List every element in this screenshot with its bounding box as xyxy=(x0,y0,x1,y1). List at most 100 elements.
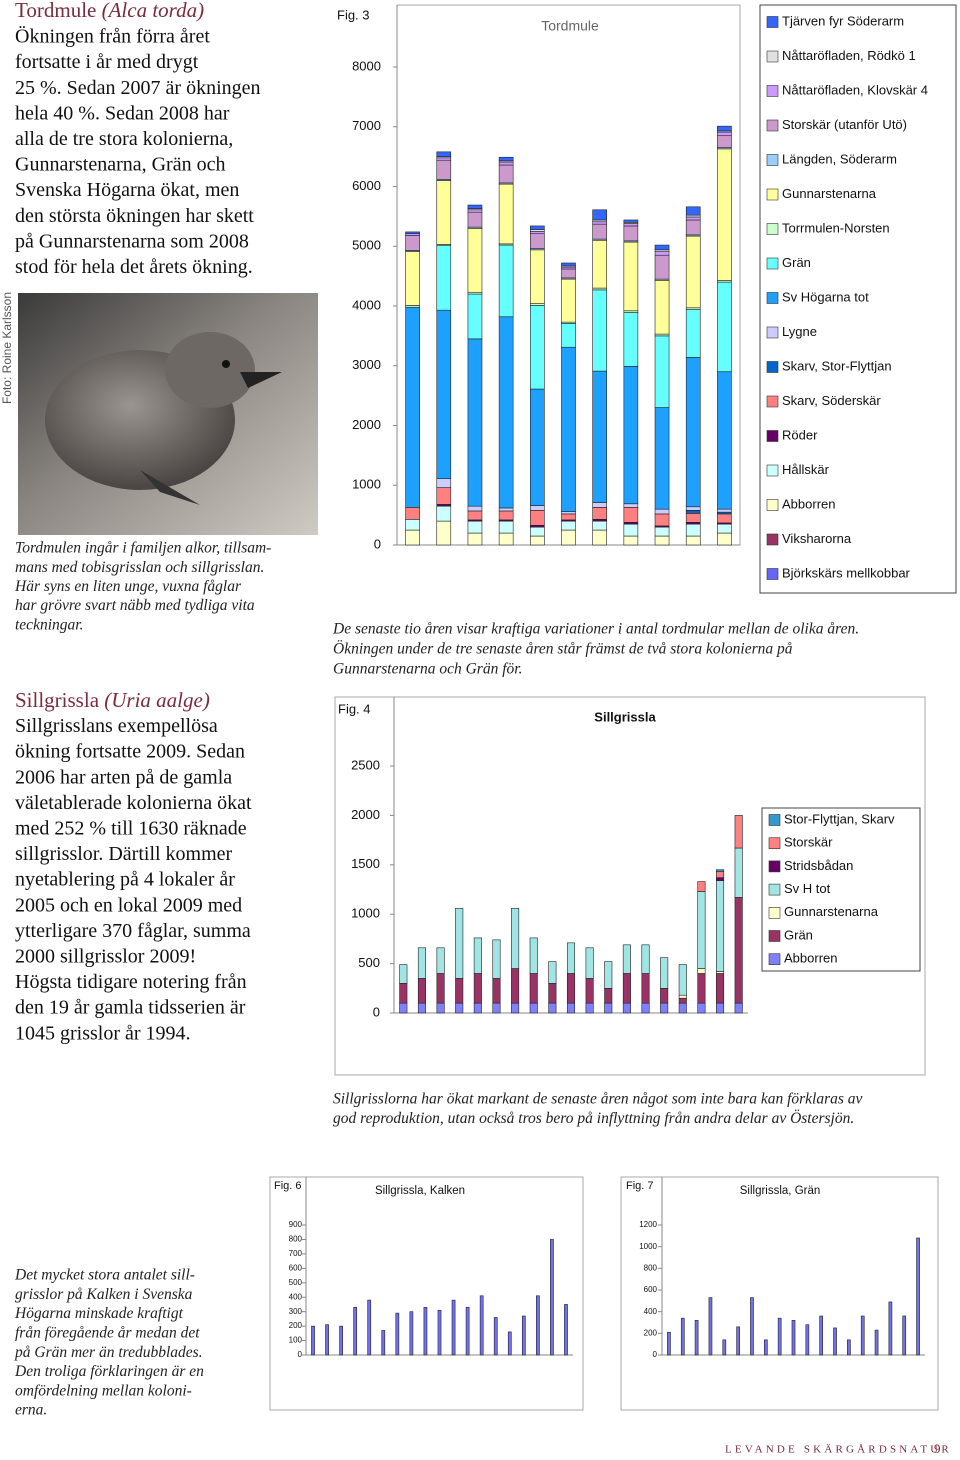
figure-caption: Det mycket stora antalet sill- xyxy=(14,1267,195,1284)
bar-segment xyxy=(641,944,650,974)
bar xyxy=(736,1326,740,1356)
bar-segment xyxy=(492,978,501,1004)
legend-label: Björkskärs mellkobbar xyxy=(782,565,911,580)
bar-segment xyxy=(467,209,483,213)
bar-segment xyxy=(660,987,669,1004)
bar-segment xyxy=(467,338,483,507)
figure-caption: på Grän mer än tredubblades. xyxy=(14,1344,203,1361)
bar-segment xyxy=(592,223,607,240)
bar-segment xyxy=(436,973,445,1004)
bar-segment xyxy=(530,231,545,235)
bar-segment xyxy=(623,219,639,223)
bar-segment xyxy=(436,487,452,505)
legend-swatch xyxy=(766,119,779,132)
bar-segment xyxy=(685,513,701,523)
legend-swatch xyxy=(766,361,779,373)
bar-segment xyxy=(399,1002,408,1014)
y-tick-label: 0 xyxy=(374,536,381,551)
body-line: Ökningen från förra året xyxy=(15,25,210,48)
legend-label: Hållskär xyxy=(782,462,830,477)
bar-segment xyxy=(417,978,426,1004)
bar-segment xyxy=(697,891,706,969)
bar-segment xyxy=(405,519,420,531)
figure-label: Fig. 7 xyxy=(626,1180,654,1192)
figure-caption: erna. xyxy=(15,1402,47,1419)
bar-segment xyxy=(717,532,732,546)
bar xyxy=(791,1320,796,1356)
bar-segment xyxy=(717,523,732,534)
bar xyxy=(763,1339,768,1356)
body-line: fortsatte i år med drygt xyxy=(15,51,199,73)
bar-segment xyxy=(455,978,464,1004)
legend-swatch xyxy=(768,883,781,896)
bar-segment xyxy=(436,159,452,180)
chart-title: Sillgrissla, Kalken xyxy=(375,1185,465,1197)
bar-segment xyxy=(585,947,594,979)
bar xyxy=(423,1307,428,1356)
bar xyxy=(819,1315,824,1356)
y-tick-label: 8000 xyxy=(352,58,381,73)
bar-segment xyxy=(467,532,483,546)
bar xyxy=(874,1329,879,1356)
figure-caption: från föregående år medan det xyxy=(15,1324,200,1341)
body-line: nyetablering på 4 lokaler år xyxy=(15,869,235,891)
bar-segment xyxy=(685,216,701,221)
bar xyxy=(367,1299,372,1356)
bar-segment xyxy=(530,249,545,304)
legend-label: Gunnarstenarna xyxy=(782,186,877,201)
bar-segment xyxy=(436,1002,445,1014)
bar xyxy=(536,1295,540,1356)
chart-frame xyxy=(269,1176,584,1411)
bar-segment xyxy=(467,211,483,228)
legend-label: Röder xyxy=(782,427,818,442)
bar-segment xyxy=(592,239,607,289)
bar-segment xyxy=(592,289,607,372)
bar-segment xyxy=(717,371,732,510)
y-tick-label: 800 xyxy=(644,1263,658,1272)
bar-segment xyxy=(697,881,706,892)
bar-segment xyxy=(467,293,483,340)
bar-segment xyxy=(660,1002,669,1014)
y-tick-label: 200 xyxy=(289,1321,303,1330)
photo-credit: Foto: Roine Karlsson xyxy=(0,292,14,404)
legend-label: Nåttaröfladen, Klovskär 4 xyxy=(782,82,928,97)
legend-swatch xyxy=(766,430,779,442)
bar-segment xyxy=(716,869,725,873)
figure-caption: Den troliga förklaringen är en xyxy=(14,1363,204,1380)
bar-segment xyxy=(405,306,420,508)
footer-text: LEVANDE SKÄRGÅRDSNATUR xyxy=(725,1444,952,1456)
bar-segment xyxy=(473,1002,482,1014)
species-heading: Sillgrissla (Uria aalge) xyxy=(15,688,210,712)
bar-segment xyxy=(530,510,545,526)
y-tick-label: 6000 xyxy=(352,178,381,193)
bar-segment xyxy=(734,847,743,898)
bar-segment xyxy=(654,254,670,280)
photo-caption: teckningar. xyxy=(15,616,83,633)
bar-segment xyxy=(566,942,576,974)
bar-segment xyxy=(529,1002,538,1014)
bar xyxy=(311,1325,315,1356)
species-heading: Tordmule (Alca torda) xyxy=(15,0,204,22)
bar-segment xyxy=(604,987,613,1004)
body-line: den största ökningen har skett xyxy=(15,205,254,227)
bar-segment xyxy=(678,994,687,999)
figure-caption: grisslor på Kalken i Svenska xyxy=(15,1286,193,1303)
figure-caption: god reproduktion, utan också tros bero p… xyxy=(333,1110,854,1127)
bar xyxy=(722,1339,727,1356)
legend-swatch xyxy=(768,860,781,873)
legend-swatch xyxy=(766,292,779,304)
legend-swatch xyxy=(766,395,779,408)
bar-segment xyxy=(623,312,639,367)
bar xyxy=(888,1301,893,1356)
figure-caption: omfördelning mellan koloni- xyxy=(15,1382,192,1399)
bar xyxy=(564,1304,568,1356)
bar xyxy=(381,1330,386,1356)
bar-segment xyxy=(641,973,650,1004)
figure-caption: De senaste tio åren visar kraftiga varia… xyxy=(332,621,859,638)
legend-box xyxy=(759,4,957,594)
legend-swatch xyxy=(766,499,779,511)
bar-segment xyxy=(473,937,482,974)
body-line: 1045 grisslor år 1994. xyxy=(15,1022,191,1044)
y-tick-label: 100 xyxy=(289,1336,303,1345)
bar-segment xyxy=(417,947,426,979)
